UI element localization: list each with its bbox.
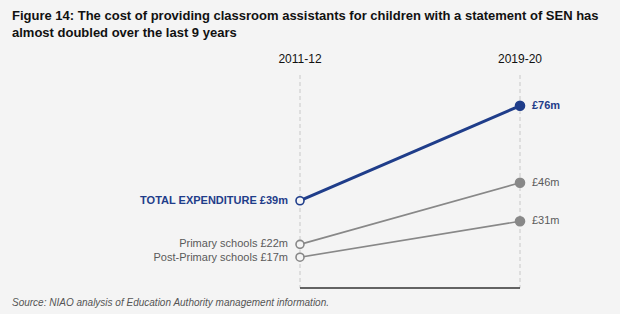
category-label: 2019-20 [498,52,542,66]
data-label: £76m [532,99,560,111]
start-marker [296,197,304,205]
data-label: Primary schools £22m [179,237,288,249]
data-label: £31m [532,214,560,226]
data-label: TOTAL EXPENDITURE £39m [140,194,288,206]
baseline [300,287,520,289]
plot-area [296,101,525,261]
end-marker [516,178,525,187]
slope-line [300,106,520,201]
end-marker [516,101,525,110]
source-note: Source: NIAO analysis of Education Autho… [12,297,329,308]
background [0,0,620,314]
start-marker [296,253,304,261]
category-label: 2011-12 [278,52,321,66]
data-label: £46m [532,176,560,188]
end-marker [516,217,525,226]
slope-line [300,221,520,257]
slope-line [300,183,520,245]
title: Figure 14: The cost of providing classro… [12,8,599,40]
data-label: Post-Primary schools £17m [154,251,289,263]
chart-container: Figure 14: The cost of providing classro… [0,0,620,314]
start-marker [296,240,304,248]
chart-svg: Figure 14: The cost of providing classro… [0,0,620,314]
